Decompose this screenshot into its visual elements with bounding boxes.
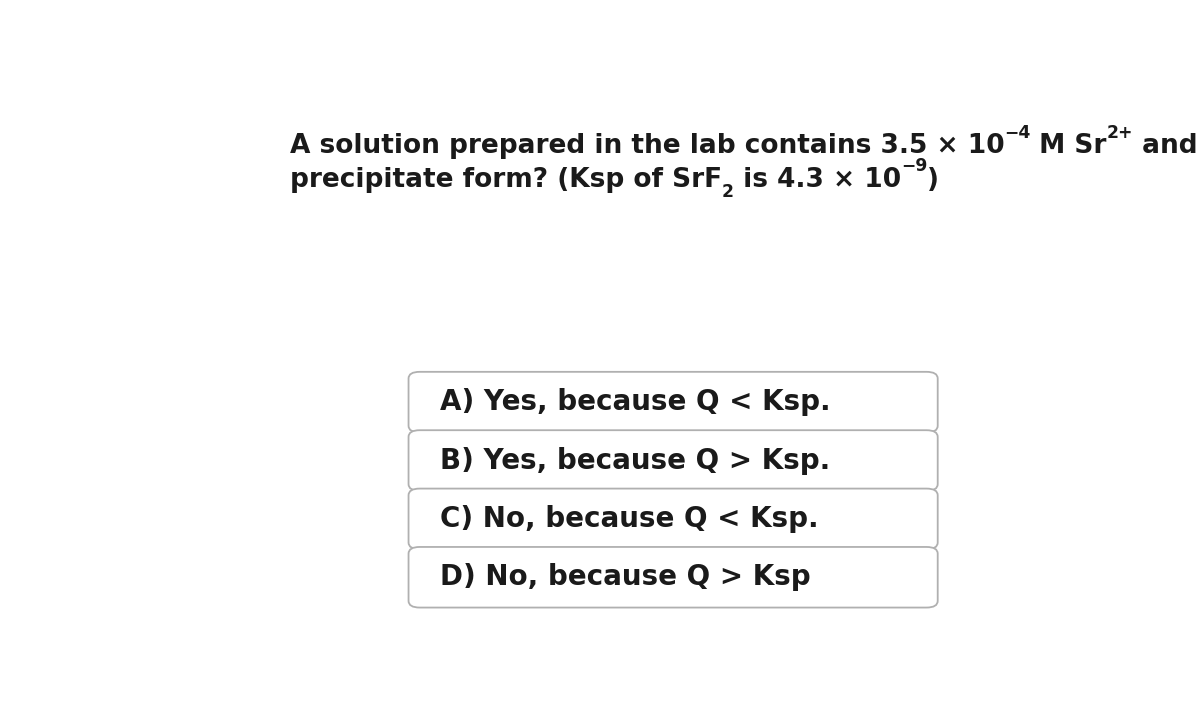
Text: 2: 2 <box>721 183 733 201</box>
Text: precipitate form? (Ksp of SrF: precipitate form? (Ksp of SrF <box>289 167 721 193</box>
FancyBboxPatch shape <box>408 430 937 491</box>
Text: and 0.0010 M F: and 0.0010 M F <box>1133 134 1200 160</box>
Text: A) Yes, because Q < Ksp.: A) Yes, because Q < Ksp. <box>440 388 830 416</box>
Text: is 4.3 × 10: is 4.3 × 10 <box>733 167 901 193</box>
Text: ): ) <box>928 167 940 193</box>
Text: M Sr: M Sr <box>1031 134 1106 160</box>
FancyBboxPatch shape <box>408 547 937 607</box>
Text: A solution prepared in the lab contains 3.5 × 10: A solution prepared in the lab contains … <box>289 134 1004 160</box>
FancyBboxPatch shape <box>408 489 937 549</box>
Text: B) Yes, because Q > Ksp.: B) Yes, because Q > Ksp. <box>440 446 830 474</box>
Text: D) No, because Q > Ksp: D) No, because Q > Ksp <box>440 563 811 591</box>
Text: −9: −9 <box>901 157 928 175</box>
Text: 2+: 2+ <box>1106 123 1133 142</box>
FancyBboxPatch shape <box>408 372 937 432</box>
Text: −4: −4 <box>1004 123 1031 142</box>
Text: C) No, because Q < Ksp.: C) No, because Q < Ksp. <box>440 505 818 533</box>
